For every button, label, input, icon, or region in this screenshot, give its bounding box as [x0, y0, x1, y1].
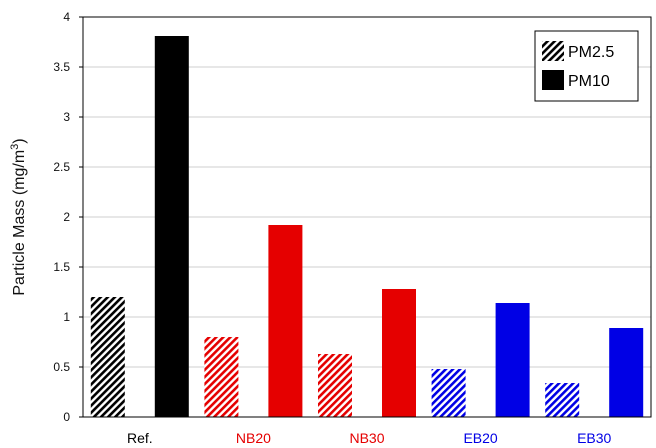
- legend-swatch: [542, 41, 564, 61]
- y-tick-label: 1: [63, 310, 70, 324]
- bar-pm25-ref: [90, 297, 125, 417]
- y-tick-label: 2: [63, 210, 70, 224]
- bar-pm10-eb20: [495, 303, 530, 417]
- bar-pm25-eb30: [545, 383, 580, 417]
- bar-pm10-ref: [154, 36, 189, 417]
- y-axis-label: Particle Mass (mg/m3): [9, 138, 28, 295]
- bar-pm25-nb20: [204, 337, 239, 417]
- x-tick-label: Ref.: [127, 430, 153, 446]
- x-tick-label: NB30: [349, 430, 384, 446]
- y-tick-label: 2.5: [53, 160, 70, 174]
- x-axis-ticks: Ref. NB20 NB30 EB20 EB30: [127, 430, 612, 446]
- x-tick-label: EB20: [463, 430, 497, 446]
- y-tick-label: 3.5: [53, 60, 70, 74]
- x-tick-label: EB30: [577, 430, 611, 446]
- legend: PM2.5 PM10: [534, 30, 639, 102]
- legend-label: PM2.5: [568, 44, 614, 61]
- legend-swatch: [542, 70, 564, 90]
- bar-pm25-eb20: [431, 369, 466, 417]
- y-tick-label: 1.5: [53, 260, 70, 274]
- y-tick-label: 0: [63, 410, 70, 424]
- y-tick-label: 4: [63, 10, 70, 24]
- bar-pm25-nb30: [318, 354, 352, 417]
- x-tick-label: NB20: [236, 430, 271, 446]
- bars: [90, 36, 644, 417]
- y-axis-ticks: 0 0.5 1 1.5 2 2.5 3 3.5 4: [53, 10, 83, 424]
- legend-label: PM10: [568, 73, 610, 90]
- bar-pm10-nb20: [268, 225, 303, 417]
- y-tick-label: 0.5: [53, 360, 70, 374]
- y-tick-label: 3: [63, 110, 70, 124]
- bar-pm10-nb30: [382, 289, 416, 417]
- bar-pm10-eb30: [609, 328, 644, 417]
